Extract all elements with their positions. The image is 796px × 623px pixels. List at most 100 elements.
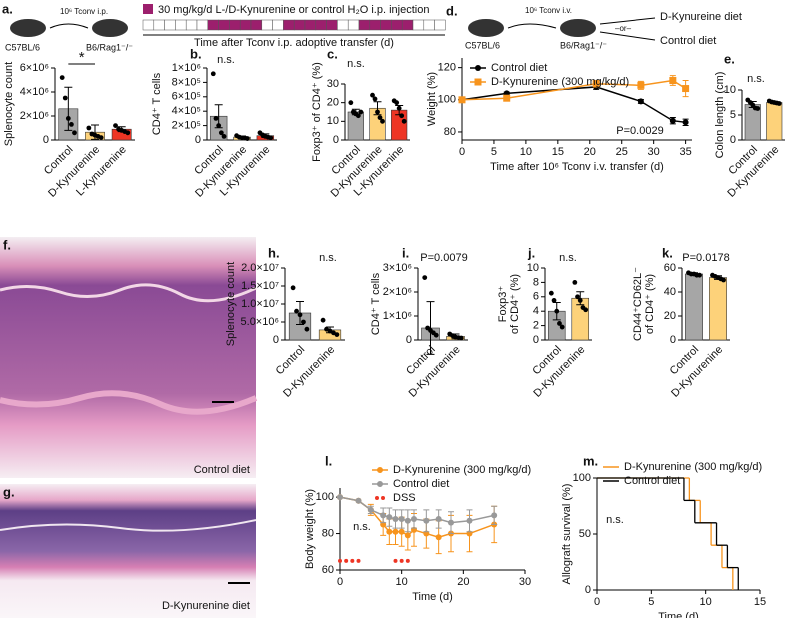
data-point: [372, 96, 378, 102]
y-tick-label: 6×10⁶: [20, 62, 49, 74]
y-tick-label: 60: [664, 262, 676, 274]
timeline-cell: [337, 19, 349, 31]
y-tick-label: 1.5×10⁷: [241, 280, 279, 292]
data-point: [697, 272, 702, 278]
y-tick-label: 0: [730, 134, 736, 146]
y-axis-label: Allograft survival (%): [561, 484, 573, 585]
data-point: [213, 116, 219, 121]
x-tick-label: 0: [594, 596, 600, 608]
legend-marker: [377, 481, 383, 487]
legend-label: DSS: [393, 492, 416, 504]
arrow: [49, 23, 89, 29]
scatter-point: [350, 558, 355, 563]
line-marker: [386, 528, 393, 535]
panel-label: b.: [190, 46, 202, 61]
line-marker: [386, 514, 393, 521]
y-tick-label: 60: [322, 564, 334, 576]
legend-label: D-Kynurenine (300 mg/kg/d): [491, 76, 629, 88]
timeline-cell: [380, 19, 392, 31]
data-point: [86, 125, 92, 131]
x-tick-label: 5: [491, 146, 497, 158]
arrow: [507, 23, 557, 29]
donor-label: C57BL/6: [5, 42, 40, 52]
line-marker: [355, 497, 362, 504]
image-f: f. Control diet: [0, 237, 258, 478]
annotation: n.s.: [353, 521, 371, 533]
y-tick-label: 4×10⁶: [20, 86, 49, 98]
data-point: [559, 324, 565, 330]
x-tick-label: 15: [552, 146, 564, 158]
legend-label: D-Kynurenine (300 mg/kg/d): [393, 464, 531, 476]
tissue-texture: [0, 519, 257, 532]
annotation: n.s.: [319, 252, 337, 264]
y-axis-label: Weight (%): [426, 72, 438, 126]
timeline-cell: [391, 19, 403, 31]
y-tick-label: 30: [327, 78, 339, 90]
legend-item: Control diet: [603, 475, 680, 487]
annotation: P=0.0178: [682, 252, 729, 264]
option-label: Control diet: [660, 35, 716, 47]
legend-marker: [475, 65, 481, 71]
data-point: [320, 317, 326, 323]
data-point: [210, 71, 216, 77]
y-axis-label: Body weight (%): [304, 489, 316, 569]
schematic-legend: 30 mg/kg/d L-/D-Kynurenine or control H₂…: [158, 4, 429, 16]
scatter-point: [356, 558, 361, 563]
timeline-cell: [434, 19, 446, 31]
x-tick-label: 30: [519, 576, 531, 588]
timeline-cell: [250, 19, 263, 31]
annotation: n.s.: [217, 54, 235, 66]
x-tick-label: 0: [337, 576, 343, 588]
line-marker: [367, 506, 374, 513]
timeline-cell: [218, 19, 230, 31]
y-tick-label: 5.0×10⁶: [241, 316, 279, 328]
timeline-cell: [272, 19, 284, 31]
timeline-cell: [239, 19, 252, 31]
timeline-cell: [261, 19, 273, 31]
legend-marker: [381, 496, 385, 500]
legend-item: DSS: [375, 492, 416, 504]
bar: [766, 102, 783, 141]
x-tick-label: 20: [457, 576, 469, 588]
line-marker: [458, 96, 466, 104]
data-point: [370, 92, 375, 98]
y-axis-label: Colon length (cm): [714, 72, 726, 159]
data-point: [62, 95, 68, 101]
line-marker: [466, 517, 473, 524]
line-marker: [682, 119, 689, 126]
line-marker: [491, 512, 498, 519]
legend-label: Control diet: [393, 478, 449, 490]
panel-label: d.: [446, 3, 458, 18]
legend-item: D-Kynurenine (300 mg/kg/d): [603, 461, 762, 473]
data-point: [301, 319, 306, 325]
data-point: [375, 109, 380, 115]
data-point: [458, 335, 464, 341]
y-axis-label: Foxp3⁺: [497, 286, 509, 323]
panel-label: m.: [583, 453, 598, 468]
x-tick-label: 10: [520, 146, 532, 158]
y-tick-label: 0: [43, 134, 49, 146]
timeline-cell: [175, 19, 187, 31]
legend-label: Control diet: [491, 62, 547, 74]
data-point: [218, 130, 224, 136]
x-tick-label: 20: [584, 146, 596, 158]
timeline-cell: [369, 19, 381, 31]
y-tick-label: 6×10⁵: [172, 91, 201, 103]
data-point: [394, 100, 400, 106]
x-tick-label: 25: [616, 146, 628, 158]
bar: [709, 277, 727, 341]
scatter-point: [393, 558, 398, 563]
data-point: [221, 134, 227, 139]
legend-label: Control diet: [624, 475, 680, 487]
panel-label: g.: [3, 484, 15, 499]
timeline-cell: [315, 19, 327, 31]
legend-item: Control diet: [470, 62, 547, 74]
legend-item: D-Kynurenine (300 mg/kg/d): [470, 76, 629, 88]
data-point: [557, 321, 562, 326]
y-axis-label: CD44⁺CD62L⁻: [632, 267, 644, 341]
data-point: [575, 294, 580, 300]
x-tick-label: 0: [459, 146, 465, 158]
line-marker: [669, 77, 677, 85]
line-marker: [637, 81, 645, 89]
